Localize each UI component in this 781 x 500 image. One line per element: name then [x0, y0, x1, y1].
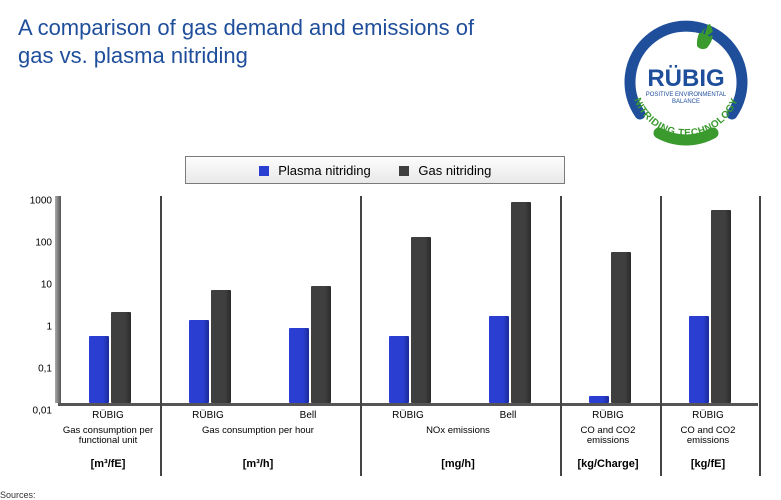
- x-category-label: NOx emissions: [362, 426, 554, 436]
- bar-plasma: [489, 316, 509, 403]
- x-source-label: RÜBIG: [668, 410, 748, 421]
- x-unit-label: [m³/fE]: [91, 458, 126, 470]
- svg-text:PLASMA: PLASMA: [648, 19, 723, 44]
- x-category-label: Gas consumption per functional unit: [62, 426, 154, 447]
- y-tick-label: 1000: [16, 196, 52, 207]
- brand-logo: PLASMA NITRIDING TECHNOLOGY RÜBIG POSITI…: [611, 6, 761, 156]
- x-unit-label: [m³/h]: [243, 458, 274, 470]
- y-tick-label: 10: [16, 280, 52, 291]
- bar-plasma: [189, 320, 209, 403]
- legend-item-gas: Gas nitriding: [399, 163, 492, 178]
- bar-gas: [711, 210, 731, 403]
- logo-brand: RÜBIG: [647, 65, 724, 92]
- logo-arc-top: PLASMA: [648, 19, 723, 44]
- bar-gas: [411, 237, 431, 403]
- group-divider: [759, 196, 761, 476]
- bar-gas: [111, 312, 131, 403]
- logo-tagline1: POSITIVE ENVIRONMENTAL: [646, 92, 727, 98]
- bar-gas: [311, 286, 331, 403]
- x-category-label: CO and CO2 emissions: [662, 426, 754, 447]
- x-unit-label: [kg/Charge]: [577, 458, 638, 470]
- x-unit-label: [mg/h]: [441, 458, 475, 470]
- chart-area: 0,01 0,1 1 10 100 1000 RÜBIG RÜBIG Bell RÜBIG Bel…: [16, 196, 764, 486]
- bar-plasma: [589, 396, 609, 403]
- bar-gas: [211, 290, 231, 403]
- x-category-label: CO and CO2 emissions: [562, 426, 654, 447]
- legend-label-plasma: Plasma nitriding: [278, 163, 371, 178]
- x-source-label: RÜBIG: [68, 410, 148, 421]
- x-source-label: RÜBIG: [368, 410, 448, 421]
- bar-plasma: [389, 336, 409, 403]
- y-tick-label: 100: [16, 238, 52, 249]
- x-source-label: Bell: [268, 410, 348, 421]
- logo-tagline2: BALANCE: [672, 99, 700, 105]
- x-unit-label: [kg/fE]: [691, 458, 725, 470]
- legend-swatch-gas: [399, 166, 409, 176]
- plot-area: [58, 196, 758, 406]
- bar-plasma: [289, 328, 309, 403]
- bar-gas: [611, 252, 631, 403]
- y-tick-label: 1: [16, 322, 52, 333]
- bar-plasma: [89, 336, 109, 403]
- bar-plasma: [689, 316, 709, 403]
- legend-item-plasma: Plasma nitriding: [259, 163, 371, 178]
- sources-label: Sources:: [0, 490, 36, 500]
- x-source-label: RÜBIG: [568, 410, 648, 421]
- x-source-label: Bell: [468, 410, 548, 421]
- x-category-label: Gas consumption per hour: [162, 426, 354, 436]
- bar-gas: [511, 202, 531, 403]
- legend-swatch-plasma: [259, 166, 269, 176]
- chart-title: A comparison of gas demand and emissions…: [18, 14, 498, 69]
- legend-label-gas: Gas nitriding: [418, 163, 491, 178]
- y-tick-label: 0,1: [16, 364, 52, 375]
- legend: Plasma nitriding Gas nitriding: [185, 156, 565, 184]
- x-source-label: RÜBIG: [168, 410, 248, 421]
- y-tick-label: 0,01: [16, 406, 52, 417]
